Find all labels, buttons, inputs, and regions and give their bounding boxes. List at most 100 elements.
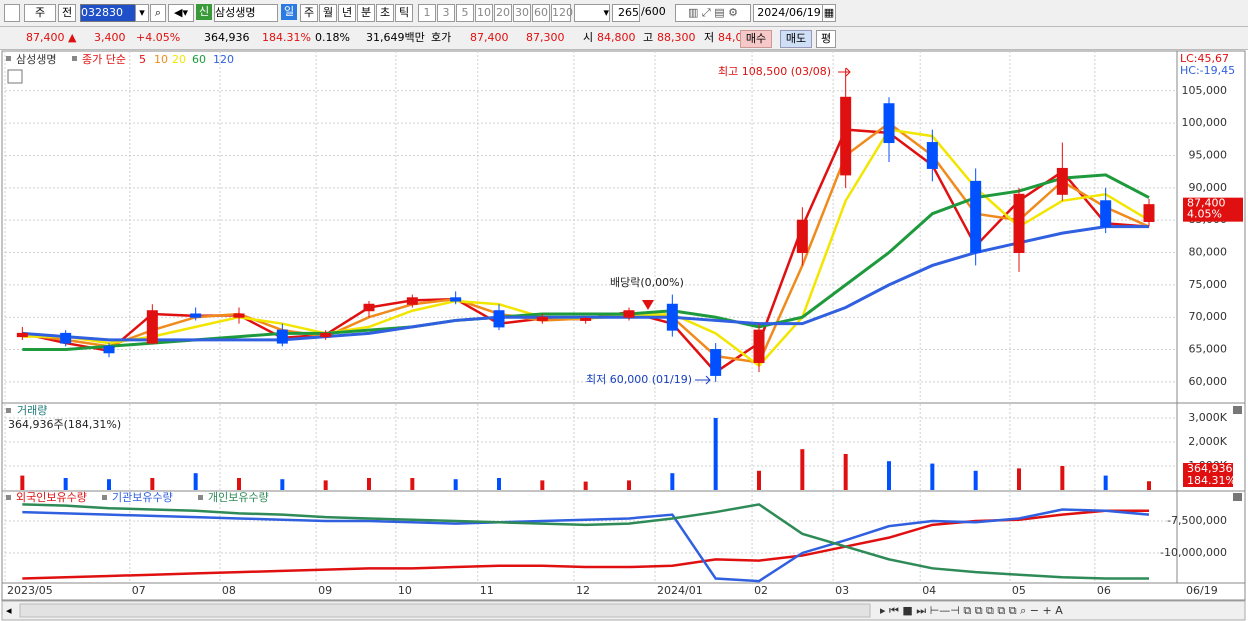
x-tick-label: 06 (1097, 584, 1111, 597)
avg-button[interactable]: 평 (816, 30, 836, 48)
count-input[interactable]: 265 (612, 4, 640, 22)
volume-bar (1017, 468, 1021, 490)
annotation-arrow (838, 67, 851, 77)
date-input[interactable]: 2024/06/19 (753, 4, 825, 22)
scroll-controls[interactable]: ▸ ⏮ ■ ⏭ ⊢—⊣ ⧉ ⧉ ⧉ ⧉ ⧉ ⌕ − + A (880, 604, 1063, 617)
code-input[interactable]: 032830 (80, 4, 136, 22)
toolbar: 주 전 032830 ▾ ⌕ ◀▾ 신 삼성생명 일 주 월 년 분 초 틱 1… (0, 0, 1248, 27)
turnover-rate: 0.18% (315, 31, 350, 44)
scroll-thumb[interactable] (19, 603, 871, 618)
candle-body (753, 329, 765, 363)
x-tick-label: 02 (754, 584, 768, 597)
candle-body (1100, 200, 1112, 228)
candle-body (320, 332, 332, 338)
change-rate: +4.05% (136, 31, 181, 44)
volume-bar (1103, 475, 1108, 490)
y-tick-label: 100,000 (1182, 116, 1228, 129)
last-volume-ratio: 184.31% (1187, 474, 1236, 487)
period-tick[interactable]: 틱 (395, 4, 413, 22)
interval-button[interactable]: 1 (418, 4, 436, 22)
candle-body (190, 313, 202, 318)
x-tick-label: 09 (318, 584, 332, 597)
interval-button[interactable]: 5 (456, 4, 474, 22)
candle-body (1143, 204, 1155, 222)
legend-marker (102, 495, 107, 500)
volume: 364,936 (204, 31, 250, 44)
y-tick-label: 60,000 (1189, 375, 1228, 388)
annotation: 최저 60,000 (01/19) (586, 373, 692, 386)
x-tick-label: 2023/05 (7, 584, 53, 597)
y-tick-label: 2,000K (1188, 435, 1227, 448)
period-year[interactable]: 년 (338, 4, 356, 22)
x-end-label: 06/19 (1186, 584, 1218, 597)
code-dropdown[interactable]: ▾ (135, 4, 149, 22)
interval-button[interactable]: 10 (475, 4, 493, 22)
period-month[interactable]: 월 (319, 4, 337, 22)
interval-button[interactable]: 30 (513, 4, 531, 22)
count-max: /600 (641, 5, 666, 18)
panel-close[interactable] (1233, 493, 1242, 501)
scroll-left[interactable]: ◂ (6, 604, 12, 617)
candle-body (666, 303, 678, 331)
legend-label: 외국인보유수량 (16, 491, 87, 504)
volume-bar (1060, 465, 1065, 490)
candle-body (623, 310, 635, 318)
candle-body (710, 349, 722, 376)
volume-bar (627, 480, 631, 490)
period-day[interactable]: 일 (281, 4, 297, 20)
period-second[interactable]: 초 (376, 4, 394, 22)
low-label: 저 (704, 31, 715, 44)
candle-body (493, 310, 505, 328)
interval-button[interactable]: 3 (437, 4, 455, 22)
open-label: 시 (583, 31, 594, 44)
y-tick-label: -10,000,000 (1160, 546, 1227, 559)
legend-label: 기관보유수량 (112, 491, 173, 504)
quote-label: 호가 (431, 31, 452, 44)
interval-button[interactable]: 20 (494, 4, 512, 22)
x-tick-label: 04 (922, 584, 936, 597)
x-tick-label: 03 (835, 584, 849, 597)
legend-label: 개인보유수량 (208, 491, 269, 504)
candle-body (840, 96, 852, 176)
interval-input[interactable]: ▾ (574, 4, 610, 22)
x-tick-label: 08 (222, 584, 236, 597)
y-tick-label: -7,500,000 (1167, 514, 1227, 527)
y-tick-label: 105,000 (1182, 84, 1228, 97)
y-tick-label: 90,000 (1189, 181, 1228, 194)
interval-button[interactable]: 120 (551, 4, 573, 22)
chart-subtitle: 364,936주(184,31%) (8, 418, 121, 431)
candle-body (580, 317, 592, 321)
market-select[interactable]: 주 (24, 4, 56, 22)
interval-button[interactable]: 60 (532, 4, 550, 22)
y-tick-label: 70,000 (1189, 310, 1228, 323)
sell-button[interactable]: 매도 (780, 30, 812, 48)
volume-bar (107, 479, 111, 490)
period-minute[interactable]: 분 (357, 4, 375, 22)
sound-button[interactable]: ◀▾ (168, 4, 194, 22)
annotation: 최고 108,500 (03/08) (718, 65, 831, 78)
candle-body (536, 316, 548, 321)
legend-marker (6, 495, 11, 500)
x-tick-label: 05 (1012, 584, 1026, 597)
calendar-button[interactable]: ▦ (822, 4, 836, 22)
menu-icon[interactable] (4, 4, 20, 22)
x-tick-label: 07 (132, 584, 146, 597)
prev-button[interactable]: 전 (58, 4, 76, 22)
buy-button[interactable]: 매수 (740, 30, 772, 48)
candle-body (1013, 193, 1025, 254)
table-icon[interactable] (7, 69, 23, 84)
search-button[interactable]: ⌕ (150, 4, 166, 22)
volume-bar (280, 479, 285, 490)
period-week[interactable]: 주 (300, 4, 318, 22)
volume-bar (800, 449, 805, 490)
legend-label: 10 (154, 53, 168, 66)
bid-price: 87,300 (526, 31, 565, 44)
last-volume-box (1183, 463, 1233, 487)
candle-body (970, 180, 982, 254)
volume-bar (63, 477, 68, 490)
volume-bar (540, 480, 545, 490)
candle-body (363, 303, 375, 312)
tool-icons[interactable]: ▥ ⤢ ▤ ⚙ (675, 4, 751, 22)
panel-close[interactable] (1233, 406, 1242, 414)
